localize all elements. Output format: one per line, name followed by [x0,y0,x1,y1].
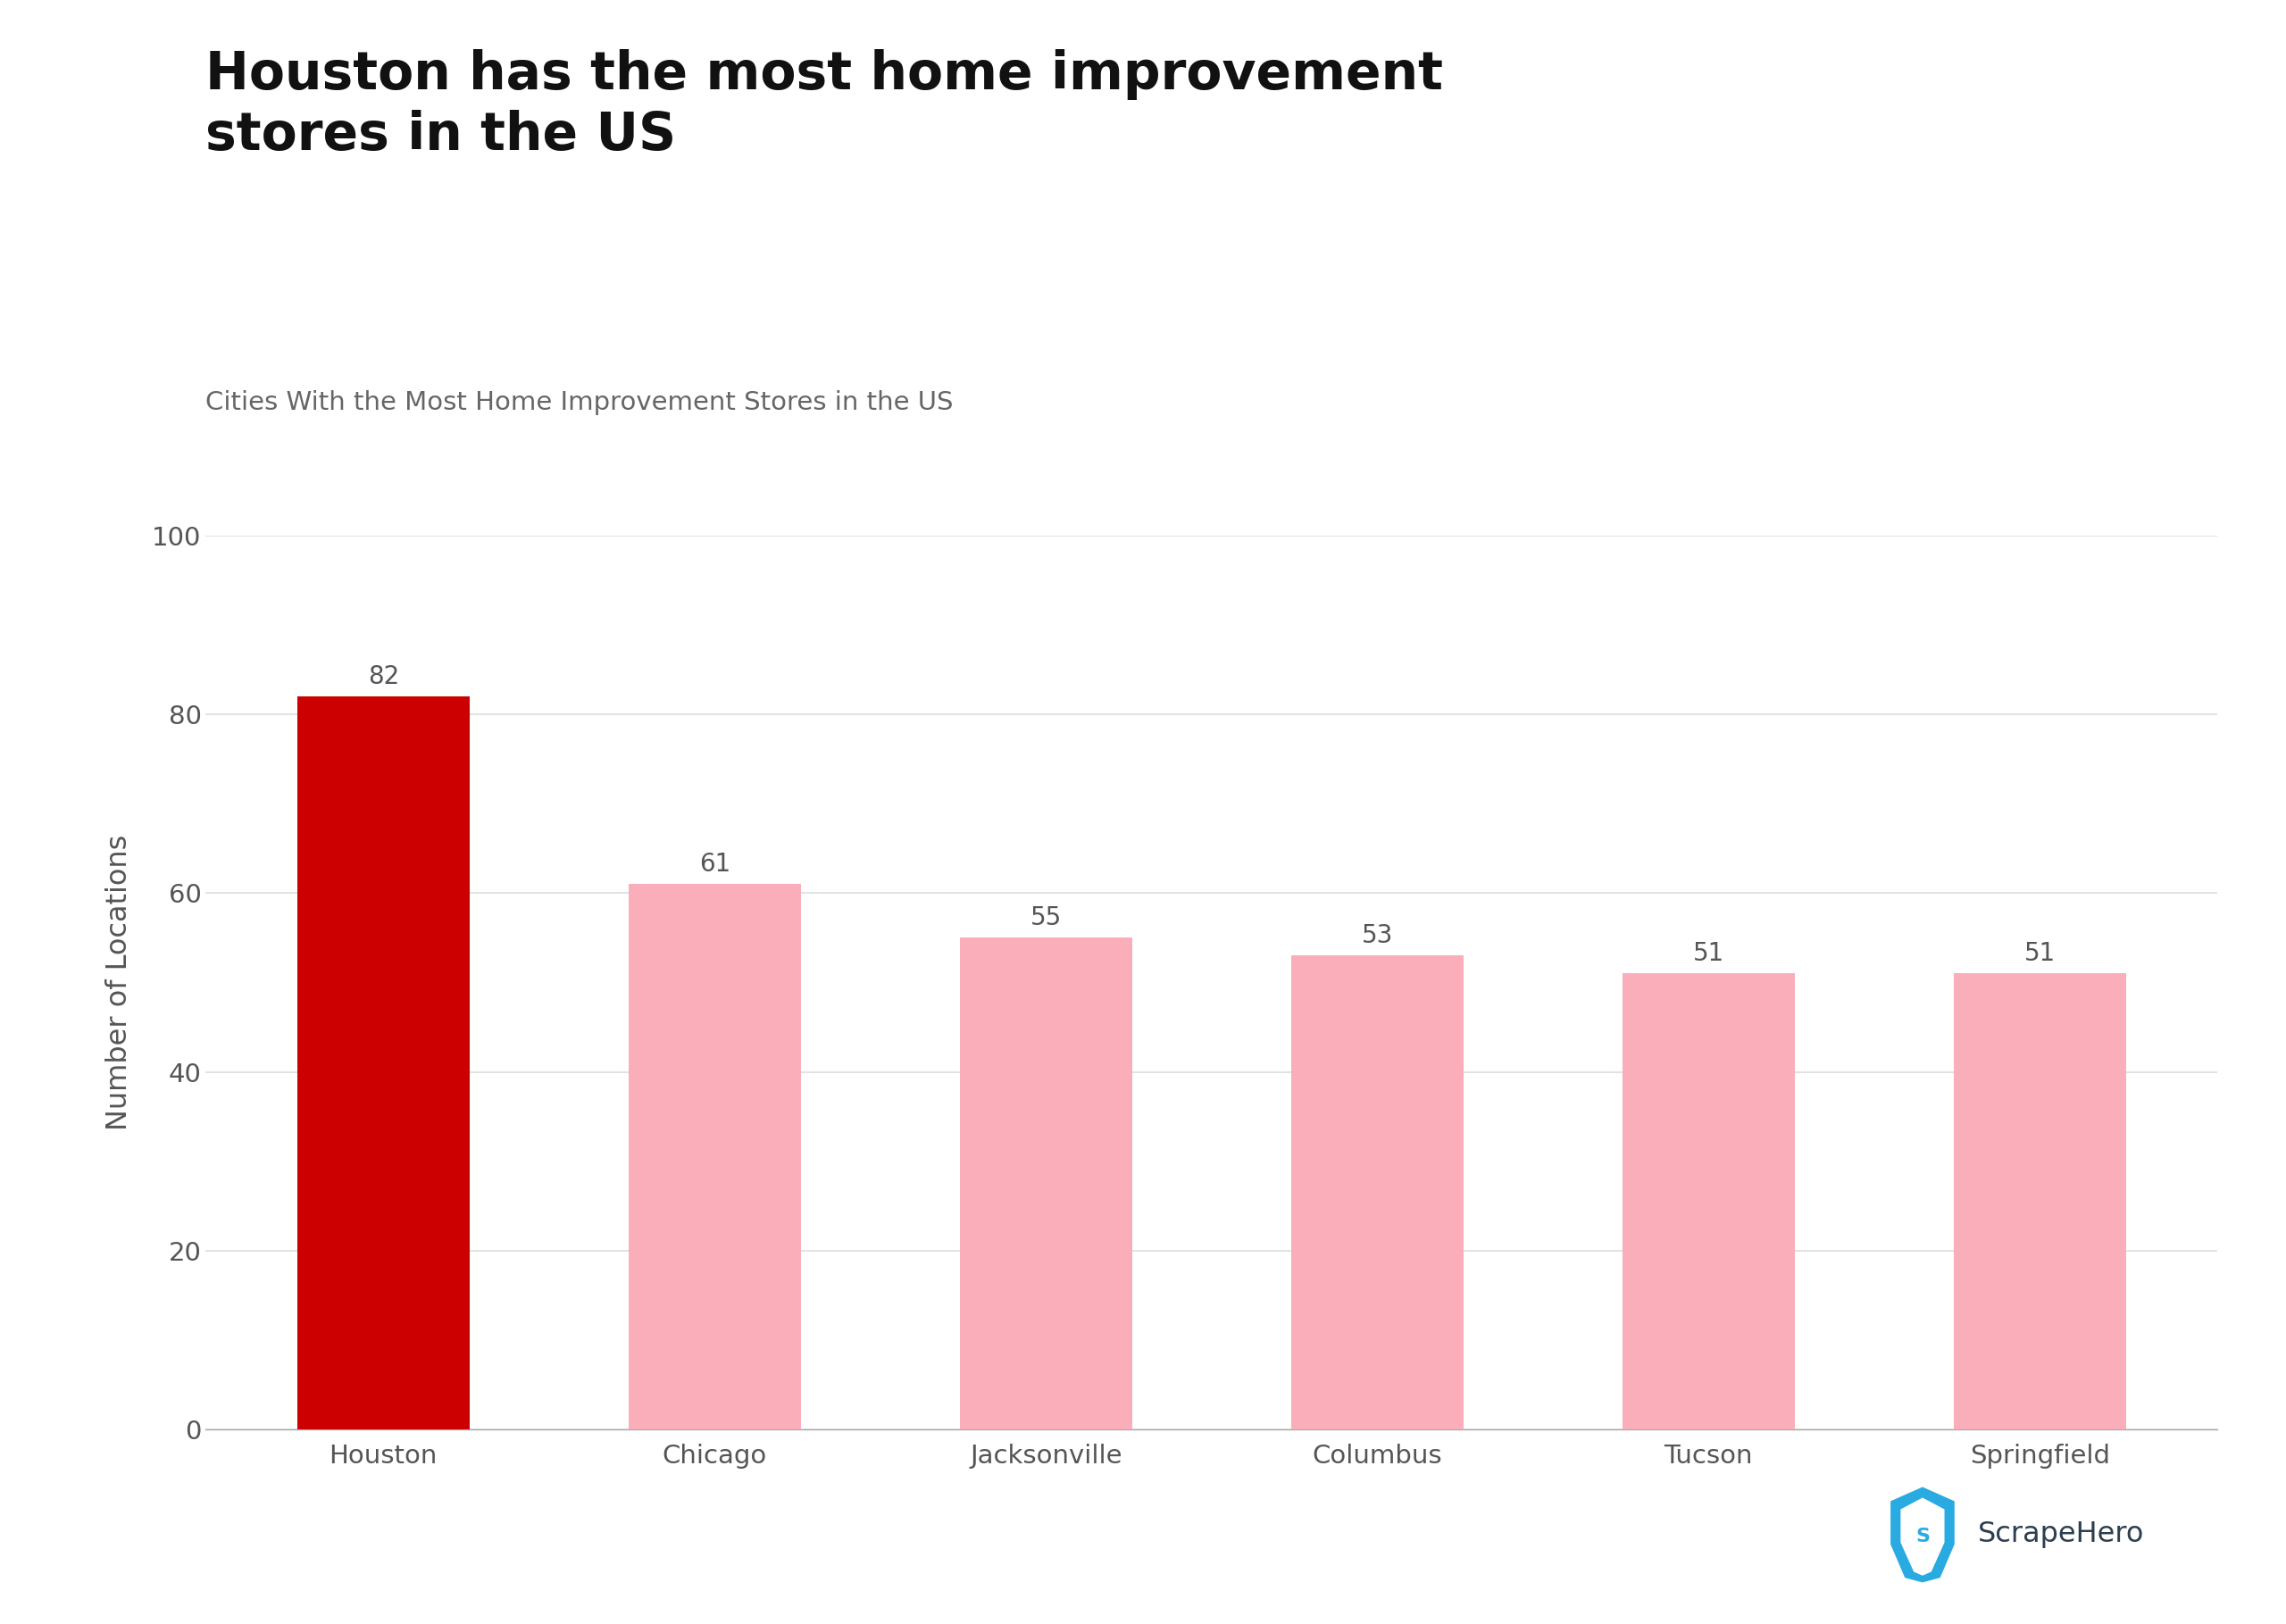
Bar [1292,955,1463,1429]
Bar [629,883,800,1429]
Bar [960,939,1132,1429]
Text: 61: 61 [700,853,729,877]
Bar [297,697,469,1429]
Text: 53: 53 [1362,924,1392,948]
Text: S: S [1916,1528,1929,1546]
Polygon shape [1900,1497,1945,1575]
Y-axis label: Number of Locations: Number of Locations [105,835,133,1130]
Bar [1623,973,1795,1429]
Text: 51: 51 [2023,942,2055,966]
Text: 55: 55 [1031,906,1061,931]
Text: 82: 82 [368,664,400,690]
Text: ScrapeHero: ScrapeHero [1977,1520,2144,1549]
Polygon shape [1891,1486,1955,1583]
Text: Cities With the Most Home Improvement Stores in the US: Cities With the Most Home Improvement St… [206,390,953,414]
Text: Houston has the most home improvement
stores in the US: Houston has the most home improvement st… [206,49,1442,161]
Bar [1955,973,2126,1429]
Text: 51: 51 [1694,942,1724,966]
